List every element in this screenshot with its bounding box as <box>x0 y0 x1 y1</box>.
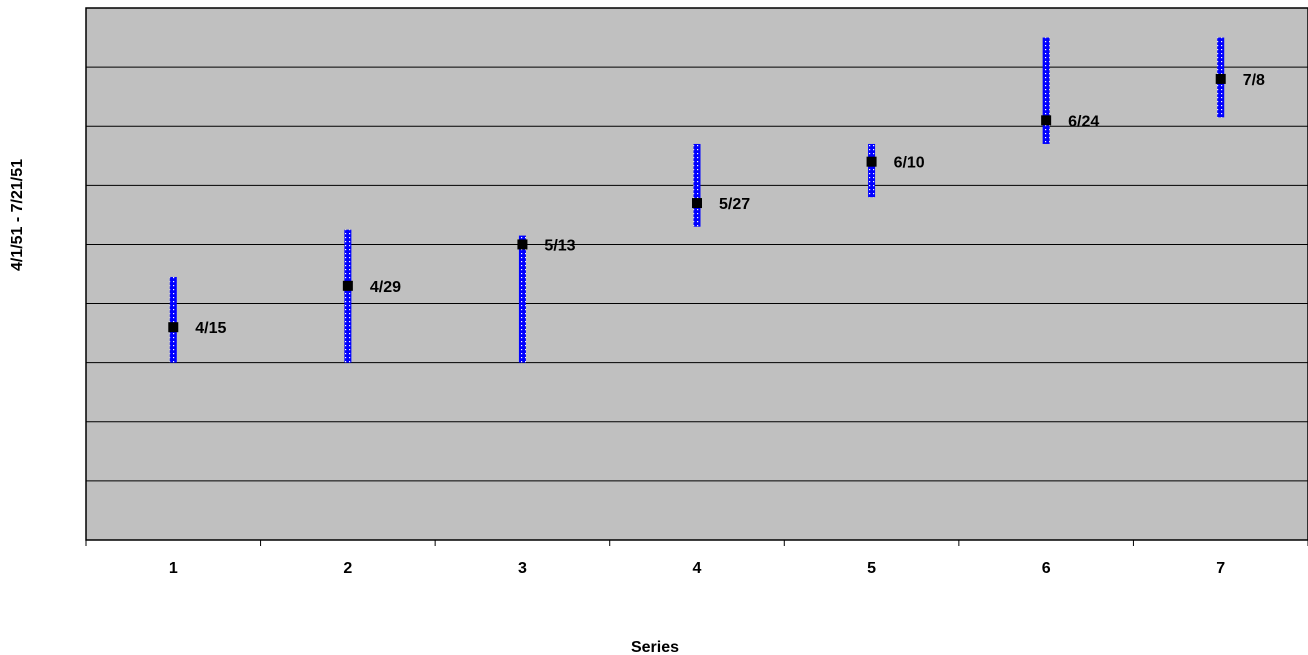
data-label: 4/15 <box>195 320 226 337</box>
range-bar <box>518 235 526 363</box>
range-bar <box>1042 37 1050 144</box>
data-label: 4/29 <box>370 279 401 296</box>
x-tick-label: 3 <box>518 560 527 577</box>
markers: 4/15 4/29 5/13 5/27 6/10 6/24 7/8 <box>168 72 1265 337</box>
data-label: 6/10 <box>894 155 925 172</box>
data-label: 5/13 <box>544 237 575 254</box>
x-tick-label: 6 <box>1042 560 1051 577</box>
x-tick-label: 7 <box>1216 560 1225 577</box>
data-point <box>1041 115 1052 126</box>
range-bar <box>868 143 876 198</box>
data-point <box>1215 73 1226 84</box>
data-point <box>168 322 179 333</box>
x-tick-label: 4 <box>693 560 702 577</box>
data-point <box>517 239 528 250</box>
plot-area <box>85 7 1308 541</box>
data-point <box>692 198 702 209</box>
data-point <box>342 280 353 291</box>
x-axis-title: Series <box>631 639 679 655</box>
range-bar <box>344 229 352 363</box>
range-bar <box>693 143 701 227</box>
x-tick-label: 2 <box>343 560 352 577</box>
data-point <box>866 156 877 167</box>
x-axis-ticks: 1 2 3 4 5 6 7 <box>85 540 1308 577</box>
x-tick-label: 5 <box>867 560 876 577</box>
data-label: 7/8 <box>1243 72 1265 89</box>
data-label: 6/24 <box>1068 113 1099 130</box>
y-axis-title: 4/1/51 - 7/21/51 <box>9 159 26 271</box>
data-label: 5/27 <box>719 196 750 213</box>
range-bar <box>169 276 177 363</box>
x-tick-label: 1 <box>169 560 178 577</box>
